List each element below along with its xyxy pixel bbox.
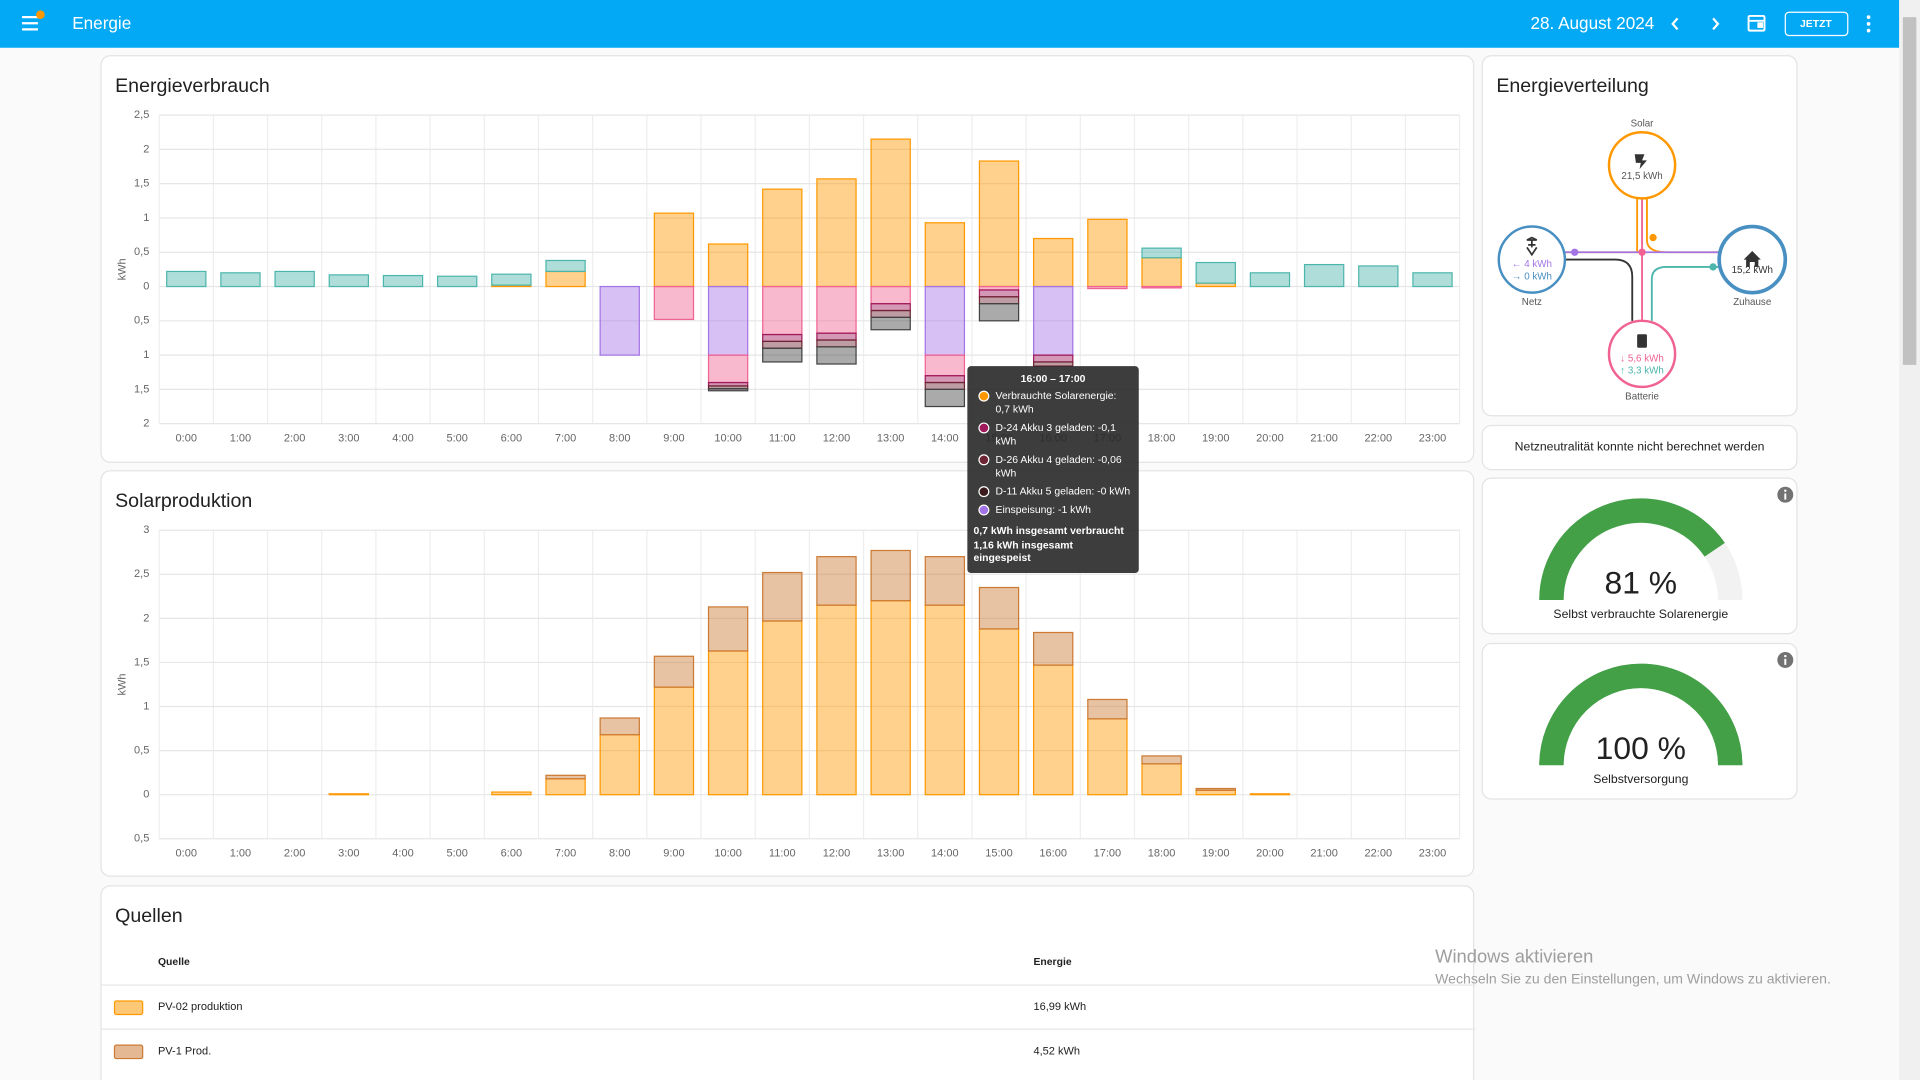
node-label: Solar [1631, 118, 1655, 129]
watermark-text: Wechseln Sie zu den Einstellungen, um Wi… [1435, 972, 1831, 987]
column-header: Quelle [157, 955, 190, 968]
tooltip-text: Verbrauchte Solarenergie: 0,7 kWh [995, 389, 1117, 416]
info-icon [1784, 493, 1787, 500]
tooltip-item: D-11 Akku 5 geladen: -0 kWh [973, 485, 1132, 498]
next-button[interactable] [1712, 17, 1720, 31]
top-bar-icons: Energie 28. August 2024 JETZT [22, 10, 1871, 37]
column-header: Energie [1033, 955, 1072, 968]
card-title: Solarproduktion [115, 491, 253, 512]
node-label: Netz [1522, 297, 1542, 308]
prev-button[interactable] [1671, 17, 1679, 31]
flow-line [1564, 198, 1639, 254]
table-row: PV-02 produktion 16,99 kWh [101, 984, 1476, 1029]
gauge-card: 100 % Selbstversorgung [1481, 642, 1798, 800]
info-icon [1784, 489, 1787, 493]
node-value: 15,2 kWh [1732, 265, 1773, 276]
gauge-arc [1539, 498, 1725, 601]
sources-card: Quellen Quelle Energie PV-02 produktion 16,… [100, 885, 1476, 1080]
tooltip-text: D-11 Akku 5 geladen: -0 kWh [995, 484, 1131, 498]
gauge-card: 81 % Selbst verbrauchte Solarenergie [1481, 477, 1798, 635]
color-swatch [113, 1044, 144, 1060]
table-row: PV-1 Prod. 4,52 kWh [101, 1028, 1476, 1074]
neutrality-text: Netzneutralität konnte nicht berechnet w… [1514, 440, 1765, 455]
neutrality-card: Netzneutralität konnte nicht berechnet w… [1481, 424, 1798, 471]
node-value: → 0 kWh [1512, 271, 1552, 282]
card-title: Energieverbrauch [115, 75, 270, 97]
tooltip-item: D-26 Akku 4 geladen: -0,06 kWh [973, 453, 1132, 480]
gauge-value: 100 % [1596, 730, 1686, 766]
info-button[interactable] [1777, 652, 1794, 668]
flow-line [1646, 198, 1720, 254]
battery-node[interactable] [1607, 319, 1677, 389]
consumption-card: Energieverbrauch [100, 55, 1475, 463]
tooltip-item: Einspeisung: -1 kWh [973, 503, 1132, 516]
now-button[interactable] [1784, 11, 1849, 37]
tooltip: 16:00 – 17:00 Verbrauchte Solarenergie: … [967, 366, 1139, 574]
distribution-card: Energieverteilung Solar 21,5 kWh Netz ← [1481, 55, 1798, 417]
source-name: PV-02 produktion [157, 1000, 243, 1013]
tooltip-item: D-24 Akku 3 geladen: -0,1 kWh [973, 421, 1132, 448]
tooltip-text: D-24 Akku 3 geladen: -0,1 kWh [995, 421, 1116, 447]
distribution-diagram: Solar 21,5 kWh Netz ← 4 kWh → 0 kWh Zuha… [1497, 118, 1788, 402]
gauge-arc [1539, 663, 1743, 766]
node-value: ↑ 3,3 kWh [1620, 366, 1663, 377]
info-icon [1784, 658, 1787, 665]
gauge: 100 % Selbstversorgung [1539, 652, 1794, 786]
node-label: Batterie [1625, 391, 1659, 402]
source-energy: 4,52 kWh [1033, 1044, 1081, 1057]
now-label: JETZT [1800, 19, 1832, 30]
flow-line [1650, 266, 1720, 321]
grid-node[interactable] [1497, 225, 1567, 294]
color-swatch [113, 1000, 144, 1016]
more-button[interactable] [1866, 15, 1871, 33]
tooltip-title: 16:00 – 17:00 [1020, 372, 1086, 385]
menu-button[interactable] [22, 16, 38, 31]
card-title: Energieverteilung [1496, 75, 1649, 97]
node-value: ↓ 5,6 kWh [1620, 353, 1663, 364]
tooltip-footer: 1,16 kWh insgesamt eingespeist [973, 538, 1073, 564]
node-value: ← 4 kWh [1512, 259, 1552, 270]
tooltip-footer: 0,7 kWh insgesamt verbraucht [973, 524, 1124, 537]
tooltip-text: Einspeisung: -1 kWh [995, 503, 1091, 516]
notification-dot [36, 10, 45, 19]
gauge-label: Selbstversorgung [1593, 772, 1688, 786]
source-name: PV-1 Prod. [157, 1044, 212, 1057]
gauge-value: 81 % [1605, 565, 1678, 601]
gauge: 81 % Selbst verbrauchte Solarenergie [1539, 486, 1794, 621]
solar-card: Solarproduktion [100, 470, 1475, 877]
tooltip-text: D-26 Akku 4 geladen: -0,06 kWh [995, 453, 1122, 479]
source-energy: 16,99 kWh [1033, 1000, 1087, 1013]
node-value: 21,5 kWh [1621, 171, 1662, 182]
flow-line [1564, 258, 1634, 321]
scrollbar[interactable] [1899, 0, 1920, 1080]
calendar-button[interactable] [1747, 14, 1766, 32]
gauge-label: Selbst verbrauchte Solarenergie [1553, 607, 1728, 621]
info-button[interactable] [1777, 486, 1794, 503]
date: 28. August 2024 [1530, 13, 1654, 33]
table-header: Quelle Energie [102, 945, 1476, 982]
watermark-title: Windows aktivieren [1435, 946, 1594, 968]
info-icon [1784, 654, 1787, 658]
page-title: Energie [72, 13, 131, 33]
tooltip-item: Verbrauchte Solarenergie: 0,7 kWh [973, 389, 1132, 416]
node-label: Zuhause [1733, 297, 1771, 308]
card-title: Quellen [115, 906, 183, 927]
top-bar: Energie 28. August 2024 JETZT [0, 0, 1900, 48]
